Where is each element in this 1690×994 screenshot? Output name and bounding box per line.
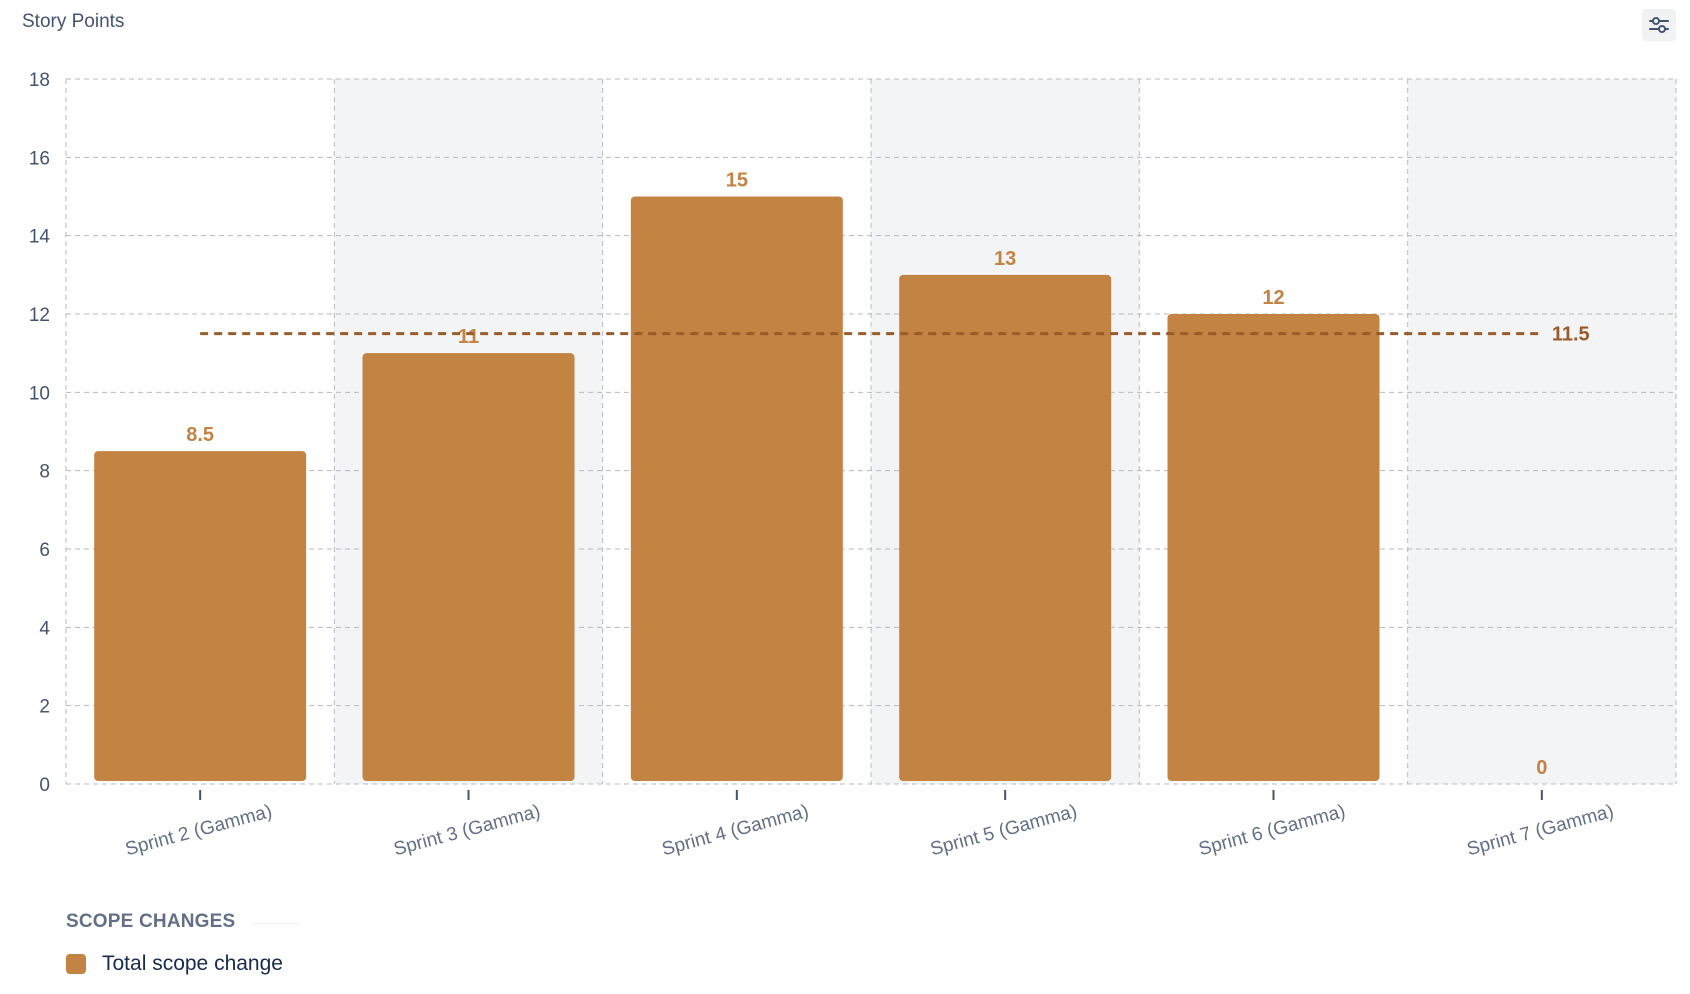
x-tick-label: Sprint 2 (Gamma) [123, 801, 274, 860]
bar-value-label: 15 [726, 170, 748, 192]
legend-item-total-scope-change[interactable]: Total scope change [66, 952, 283, 976]
legend-divider [252, 923, 300, 924]
y-tick-label: 10 [29, 383, 50, 404]
bar-sprint-2-gamma[interactable] [94, 451, 307, 781]
y-tick-label: 2 [39, 697, 50, 718]
bar-value-label: 11 [458, 326, 479, 348]
chart-settings-button[interactable] [1642, 9, 1676, 41]
grid-lines [65, 78, 1677, 785]
x-axis-ticks: Sprint 2 (Gamma) Sprint 3 (Gamma) Sprint 4… [123, 790, 1616, 860]
x-tick-label: Sprint 4 (Gamma) [660, 801, 811, 860]
average-line-label: 11.5 [1552, 324, 1590, 346]
x-tick-label: Sprint 5 (Gamma) [928, 801, 1079, 860]
average-reference-line: 11.5 [200, 324, 1590, 346]
category-band [1407, 79, 1676, 784]
bar-sprint-3-gamma[interactable] [362, 353, 575, 781]
bar-sprint-6-gamma[interactable] [1167, 314, 1380, 781]
bar-series [94, 196, 1380, 782]
y-axis-title: Story Points [22, 11, 125, 32]
legend-swatch [66, 954, 86, 974]
x-tick-label: Sprint 3 (Gamma) [391, 801, 542, 860]
bar-value-label: 12 [1262, 287, 1284, 309]
bar-value-label: 0 [1536, 757, 1547, 779]
bar-value-label: 13 [994, 248, 1016, 270]
y-tick-label: 18 [29, 70, 50, 91]
bar-sprint-5-gamma[interactable] [899, 274, 1112, 781]
y-tick-label: 4 [39, 618, 50, 639]
x-tick-label: Sprint 6 (Gamma) [1196, 801, 1347, 860]
bar-value-label: 8.5 [186, 424, 214, 446]
y-tick-label: 12 [29, 305, 50, 326]
y-tick-label: 16 [29, 148, 50, 169]
bar-sprint-4-gamma[interactable] [630, 196, 843, 782]
y-tick-label: 14 [29, 227, 51, 248]
x-tick-label: Sprint 7 (Gamma) [1465, 801, 1616, 860]
legend-heading: SCOPE CHANGES [66, 911, 236, 932]
y-tick-label: 6 [39, 540, 50, 561]
sliders-icon [1649, 17, 1669, 33]
y-axis-ticks: 0 2 4 6 8 10 12 14 16 18 [29, 70, 51, 796]
y-tick-label: 8 [39, 462, 50, 483]
y-tick-label: 0 [39, 775, 50, 796]
legend-item-label: Total scope change [102, 952, 283, 975]
bar-value-labels: 8.5 11 15 13 12 0 [186, 170, 1547, 780]
scope-change-chart: 0 2 4 6 8 10 12 14 16 18 8.5 11 15 13 12 0 11.5 Sprint… [29, 70, 1677, 860]
